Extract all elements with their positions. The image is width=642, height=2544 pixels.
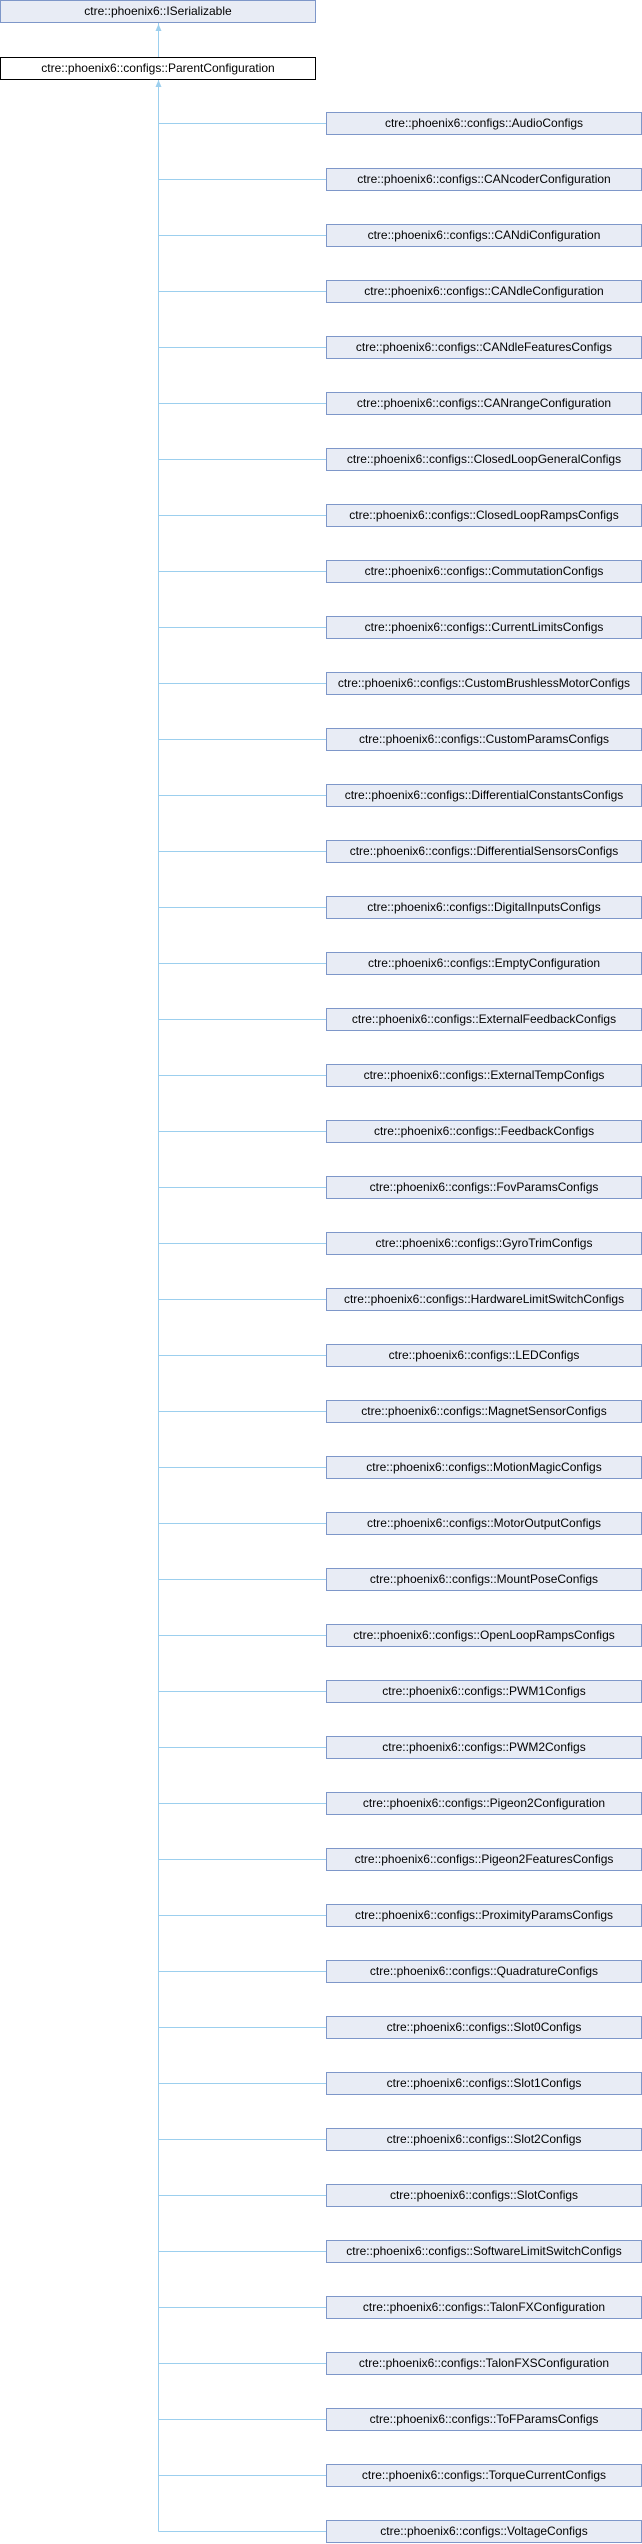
derived-class-node[interactable]: ctre::phoenix6::configs::ClosedLoopRamps… <box>326 504 642 527</box>
derived-class-node[interactable]: ctre::phoenix6::configs::PWM2Configs <box>326 1736 642 1759</box>
derived-class-node[interactable]: ctre::phoenix6::configs::MagnetSensorCon… <box>326 1400 642 1423</box>
arrowhead-icon <box>155 80 162 87</box>
derived-class-node[interactable]: ctre::phoenix6::configs::MotionMagicConf… <box>326 1456 642 1479</box>
derived-class-node[interactable]: ctre::phoenix6::configs::EmptyConfigurat… <box>326 952 642 975</box>
derived-class-node[interactable]: ctre::phoenix6::configs::HardwareLimitSw… <box>326 1288 642 1311</box>
derived-class-node[interactable]: ctre::phoenix6::configs::DigitalInputsCo… <box>326 896 642 919</box>
derived-class-node[interactable]: ctre::phoenix6::configs::ExternalTempCon… <box>326 1064 642 1087</box>
derived-class-node[interactable]: ctre::phoenix6::configs::ProximityParams… <box>326 1904 642 1927</box>
derived-class-node[interactable]: ctre::phoenix6::configs::SoftwareLimitSw… <box>326 2240 642 2263</box>
derived-class-node[interactable]: ctre::phoenix6::configs::ExternalFeedbac… <box>326 1008 642 1031</box>
derived-class-node[interactable]: ctre::phoenix6::configs::FeedbackConfigs <box>326 1120 642 1143</box>
derived-class-node[interactable]: ctre::phoenix6::configs::ToFParamsConfig… <box>326 2408 642 2431</box>
derived-class-node[interactable]: ctre::phoenix6::configs::CANdiConfigurat… <box>326 224 642 247</box>
derived-class-node[interactable]: ctre::phoenix6::configs::CustomParamsCon… <box>326 728 642 751</box>
derived-class-node[interactable]: ctre::phoenix6::configs::CANcoderConfigu… <box>326 168 642 191</box>
derived-class-node[interactable]: ctre::phoenix6::configs::Slot1Configs <box>326 2072 642 2095</box>
derived-class-node[interactable]: ctre::phoenix6::configs::Pigeon2Features… <box>326 1848 642 1871</box>
derived-class-node[interactable]: ctre::phoenix6::configs::LEDConfigs <box>326 1344 642 1367</box>
current-class-parentconfiguration: ctre::phoenix6::configs::ParentConfigura… <box>0 57 316 80</box>
derived-class-node[interactable]: ctre::phoenix6::configs::ClosedLoopGener… <box>326 448 642 471</box>
derived-class-node[interactable]: ctre::phoenix6::configs::Slot2Configs <box>326 2128 642 2151</box>
derived-class-node[interactable]: ctre::phoenix6::configs::SlotConfigs <box>326 2184 642 2207</box>
derived-class-node[interactable]: ctre::phoenix6::configs::AudioConfigs <box>326 112 642 135</box>
derived-class-node[interactable]: ctre::phoenix6::configs::GyroTrimConfigs <box>326 1232 642 1255</box>
derived-class-node[interactable]: ctre::phoenix6::configs::CANdleConfigura… <box>326 280 642 303</box>
derived-class-node[interactable]: ctre::phoenix6::configs::OpenLoopRampsCo… <box>326 1624 642 1647</box>
derived-class-node[interactable]: ctre::phoenix6::configs::CANdleFeaturesC… <box>326 336 642 359</box>
derived-class-node[interactable]: ctre::phoenix6::configs::PWM1Configs <box>326 1680 642 1703</box>
derived-class-node[interactable]: ctre::phoenix6::configs::TalonFXConfigur… <box>326 2296 642 2319</box>
base-class-iserializable[interactable]: ctre::phoenix6::ISerializable <box>0 0 316 23</box>
derived-class-node[interactable]: ctre::phoenix6::configs::Slot0Configs <box>326 2016 642 2039</box>
arrowhead-icon <box>155 24 162 31</box>
derived-class-node[interactable]: ctre::phoenix6::configs::CurrentLimitsCo… <box>326 616 642 639</box>
derived-class-node[interactable]: ctre::phoenix6::configs::MountPoseConfig… <box>326 1568 642 1591</box>
derived-class-node[interactable]: ctre::phoenix6::configs::QuadratureConfi… <box>326 1960 642 1983</box>
derived-class-node[interactable]: ctre::phoenix6::configs::CustomBrushless… <box>326 672 642 695</box>
derived-class-node[interactable]: ctre::phoenix6::configs::TorqueCurrentCo… <box>326 2464 642 2487</box>
derived-class-node[interactable]: ctre::phoenix6::configs::DifferentialCon… <box>326 784 642 807</box>
derived-class-node[interactable]: ctre::phoenix6::configs::FovParamsConfig… <box>326 1176 642 1199</box>
derived-class-node[interactable]: ctre::phoenix6::configs::CANrangeConfigu… <box>326 392 642 415</box>
derived-class-node[interactable]: ctre::phoenix6::configs::TalonFXSConfigu… <box>326 2352 642 2375</box>
derived-class-node[interactable]: ctre::phoenix6::configs::CommutationConf… <box>326 560 642 583</box>
derived-class-node[interactable]: ctre::phoenix6::configs::Pigeon2Configur… <box>326 1792 642 1815</box>
derived-class-node[interactable]: ctre::phoenix6::configs::MotorOutputConf… <box>326 1512 642 1535</box>
derived-class-node[interactable]: ctre::phoenix6::configs::DifferentialSen… <box>326 840 642 863</box>
derived-class-node[interactable]: ctre::phoenix6::configs::VoltageConfigs <box>326 2520 642 2543</box>
